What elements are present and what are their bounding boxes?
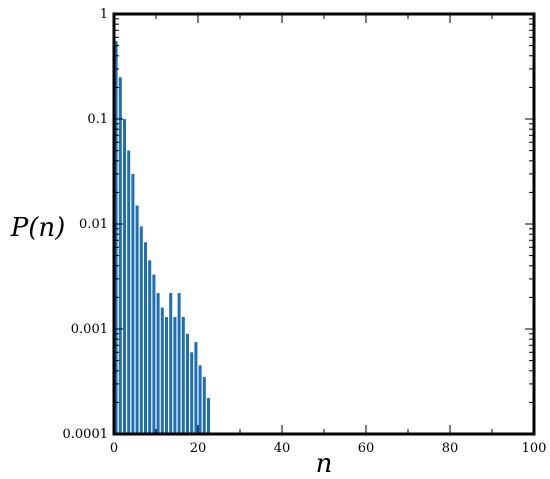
bar [164,317,169,434]
tick-labels-group: 0 20 40 60 80 100 0.0001 0.001 0.01 0.1 1 [63,7,547,456]
bar [114,41,118,434]
bar [122,119,127,434]
bar [173,317,177,434]
bar [139,226,143,434]
bar [177,293,181,434]
ticks-group [113,13,535,435]
y-tick-label: 0.0001 [63,427,109,442]
x-axis-label: n [316,449,333,479]
x-tick-label: 100 [522,441,547,456]
y-tick-label: 0.001 [71,322,108,337]
bar [185,333,190,434]
bar [131,173,135,434]
y-tick-label: 1 [100,7,108,22]
bar [202,376,206,434]
y-axis-label: P(n) [10,213,66,243]
bar [160,307,164,434]
bar [156,293,160,434]
bar [190,352,194,434]
y-tick-label: 0.1 [87,112,108,127]
bar [181,317,185,434]
x-tick-label: 0 [110,441,118,456]
x-tick-label: 80 [442,441,459,456]
bar [152,274,156,434]
y-tick-label: 0.01 [79,217,108,232]
bars-group [114,41,211,435]
bar [127,150,131,435]
bar [198,365,202,434]
plot-frame [112,12,536,436]
bar [206,398,211,434]
bar [169,293,173,434]
bar [143,242,148,434]
bar [118,77,122,434]
bar [194,342,198,434]
bar [148,260,152,434]
x-tick-label: 40 [274,441,291,456]
x-tick-label: 20 [190,441,207,456]
bar [135,205,139,434]
x-tick-label: 60 [358,441,375,456]
